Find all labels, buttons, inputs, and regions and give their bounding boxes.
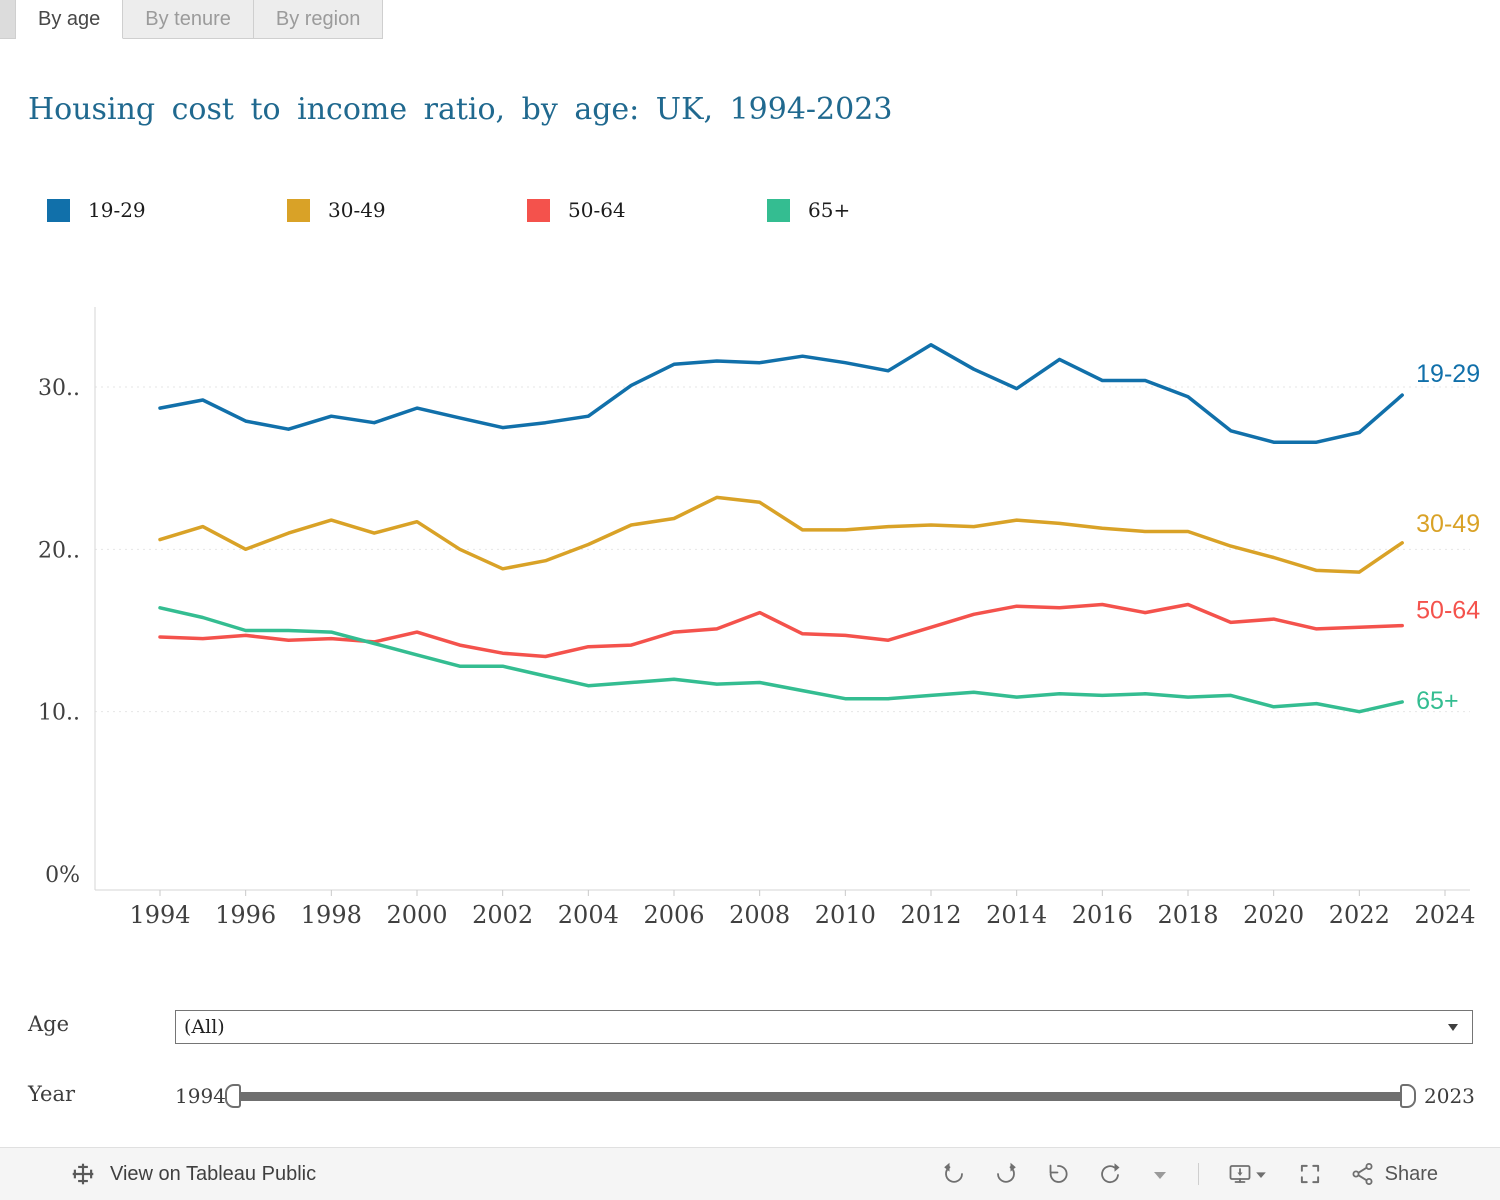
tab-bar-lead-block (0, 0, 16, 38)
revert-button[interactable] (1046, 1162, 1070, 1186)
view-on-tableau-public-link[interactable]: View on Tableau Public (70, 1161, 316, 1187)
year-slider-track[interactable] (232, 1092, 1410, 1101)
legend-label: 30-49 (328, 198, 386, 222)
undo-button[interactable] (942, 1162, 966, 1186)
age-filter-dropdown[interactable]: (All) (175, 1010, 1473, 1044)
x-tick-label: 1996 (215, 901, 276, 929)
year-slider-handle-left[interactable] (225, 1084, 241, 1108)
legend-label: 50-64 (568, 198, 626, 222)
legend-item-50-64[interactable]: 50-64 (527, 198, 767, 222)
x-tick-label: 2012 (900, 901, 961, 929)
view-on-tableau-public-label: View on Tableau Public (110, 1162, 317, 1185)
y-tick-label: 10.. (38, 701, 80, 726)
refresh-icon (1100, 1163, 1120, 1184)
age-filter-label: Age (28, 1012, 70, 1036)
page-title: Housing cost to income ratio, by age: UK… (28, 92, 893, 127)
chevron-down-icon (1255, 1172, 1266, 1178)
x-tick-label: 1998 (301, 901, 362, 929)
toolbar-separator (1197, 1163, 1199, 1185)
y-tick-label: 0% (45, 863, 80, 888)
x-tick-label: 2002 (472, 901, 533, 929)
line-chart[interactable]: 1994 1996 1998 2000 2002 2004 2006 2008 2010 2012… (0, 295, 1500, 945)
share-button-label: Share (1384, 1162, 1438, 1185)
year-slider-handle-right[interactable] (1400, 1084, 1416, 1108)
fullscreen-button[interactable] (1297, 1161, 1323, 1187)
share-icon (1352, 1163, 1373, 1185)
series-line-65+[interactable] (158, 606, 1404, 714)
year-slider-min-value: 1994 (175, 1084, 226, 1108)
legend-item-30-49[interactable]: 30-49 (287, 198, 527, 222)
series-end-label-50-64: 50-64 (1416, 597, 1480, 625)
legend-swatch-50-64 (527, 198, 550, 222)
fullscreen-icon (1300, 1164, 1319, 1184)
sheet-tab-bar: By age By tenure By region (0, 0, 384, 39)
series-line-19-29[interactable] (158, 343, 1404, 444)
x-tick-label: 2020 (1243, 901, 1304, 929)
x-tick-label: 2022 (1329, 901, 1390, 929)
series-end-label-19-29: 19-29 (1416, 360, 1480, 388)
chart-legend: 19-29 30-49 50-64 65+ (47, 198, 1007, 222)
series-line-50-64[interactable] (158, 602, 1404, 659)
x-tick-label: 1994 (129, 901, 190, 929)
tab-by-age[interactable]: By age (16, 0, 124, 39)
x-tick-label: 2000 (386, 901, 447, 929)
x-tick-label: 2014 (986, 901, 1047, 929)
tab-by-tenure[interactable]: By tenure (123, 0, 254, 38)
x-tick-label: 2010 (815, 901, 876, 929)
refresh-button[interactable] (1098, 1162, 1122, 1186)
legend-label: 19-29 (88, 198, 146, 222)
x-tick-label: 2006 (643, 901, 704, 929)
age-filter-value: (All) (184, 1016, 225, 1038)
legend-swatch-19-29 (47, 198, 70, 222)
chevron-down-icon (1153, 1172, 1166, 1179)
tableau-logo-icon (72, 1163, 94, 1185)
tab-by-region[interactable]: By region (253, 0, 384, 38)
x-tick-label: 2018 (1157, 901, 1218, 929)
legend-label: 65+ (808, 198, 851, 222)
year-slider-max-value: 2023 (1424, 1084, 1475, 1108)
series-line-30-49[interactable] (158, 495, 1404, 574)
chevron-down-icon (1446, 1020, 1460, 1034)
year-filter-label: Year (28, 1082, 76, 1106)
legend-item-65plus[interactable]: 65+ (767, 198, 1007, 222)
y-tick-label: 20.. (38, 538, 80, 563)
x-tick-label: 2004 (558, 901, 619, 929)
toolbar-more-button[interactable] (1150, 1164, 1170, 1184)
x-tick-label: 2008 (729, 901, 790, 929)
y-tick-label: 30.. (38, 376, 80, 401)
download-button[interactable] (1227, 1162, 1269, 1186)
undo-icon (943, 1162, 963, 1183)
legend-item-19-29[interactable]: 19-29 (47, 198, 287, 222)
tableau-footer-toolbar: View on Tableau Public (0, 1147, 1500, 1200)
x-tick-label: 2024 (1414, 901, 1475, 929)
revert-icon (1049, 1164, 1068, 1183)
toolbar-buttons: Share (942, 1148, 1438, 1200)
legend-swatch-30-49 (287, 198, 310, 222)
series-end-label-65+: 65+ (1416, 687, 1458, 715)
share-button[interactable]: Share (1351, 1162, 1438, 1186)
legend-swatch-65plus (767, 198, 790, 222)
series-end-label-30-49: 30-49 (1416, 510, 1480, 538)
redo-button[interactable] (994, 1162, 1018, 1186)
redo-icon (996, 1162, 1016, 1183)
x-tick-label: 2016 (1072, 901, 1133, 929)
download-monitor-icon (1229, 1165, 1251, 1183)
